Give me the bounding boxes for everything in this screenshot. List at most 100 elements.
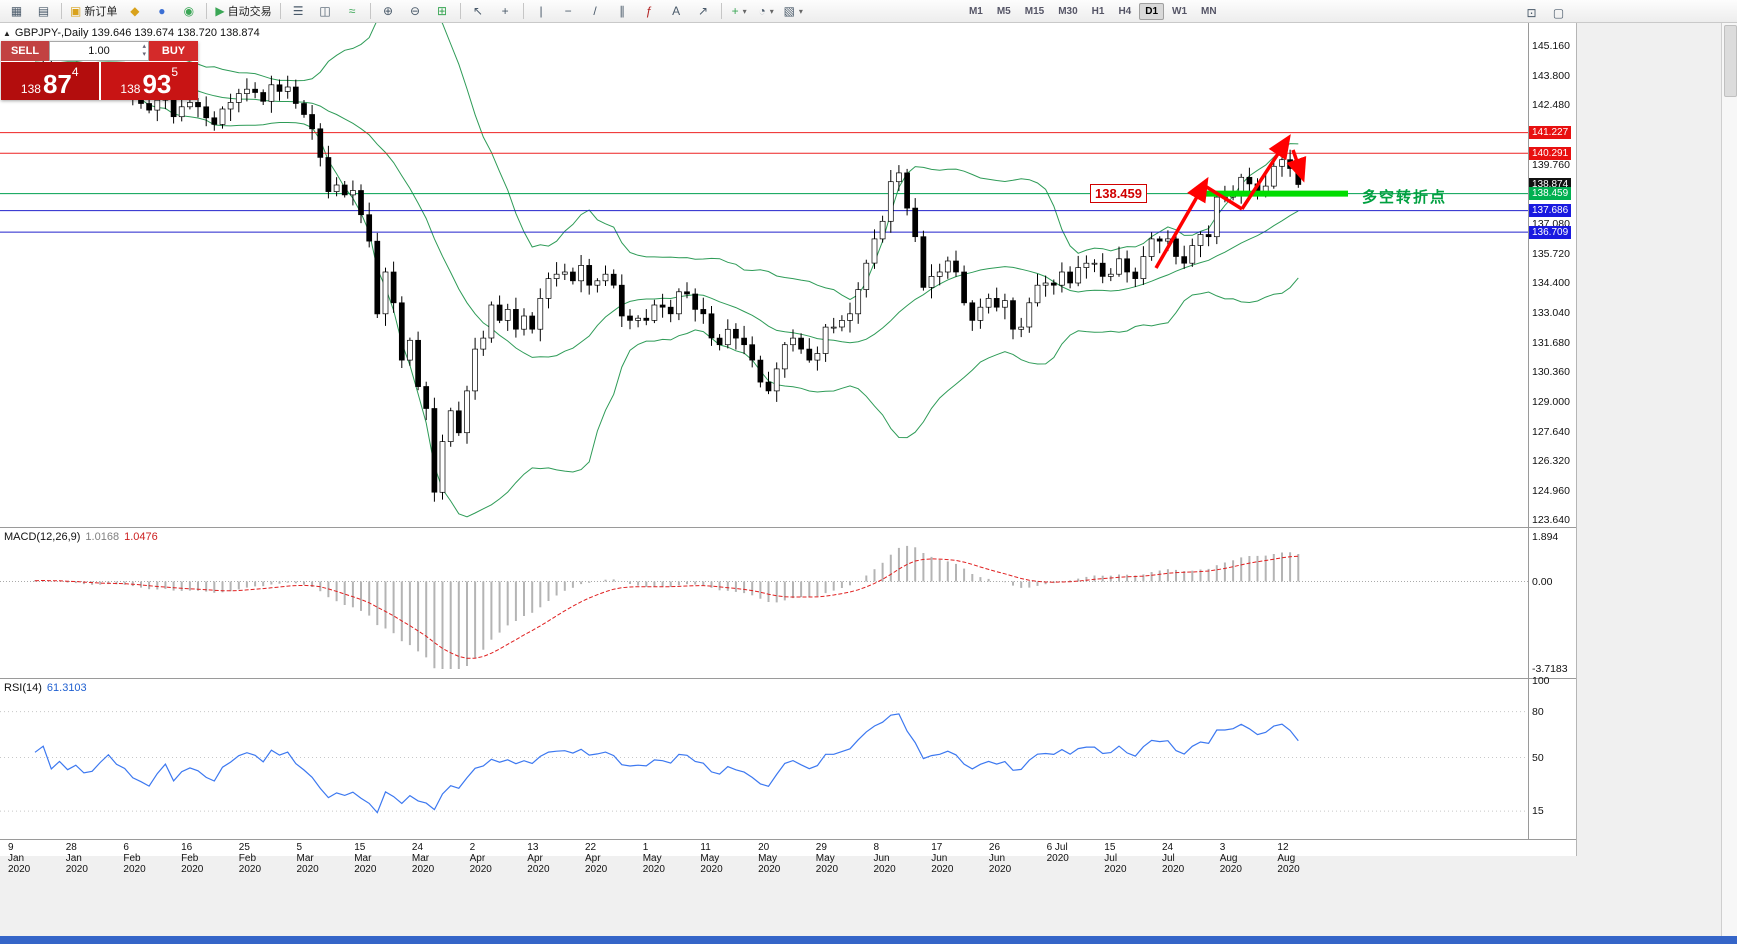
rsi-panel[interactable]: [0, 679, 1528, 838]
timeframe-group: M1 M5 M15 M30 H1 H4 D1 W1 MN: [962, 2, 1224, 20]
rsi-value: 61.3103: [46, 682, 87, 694]
scrollbar-thumb[interactable]: [1724, 25, 1737, 97]
turning-point-annotation[interactable]: 多空转折点: [1362, 189, 1448, 206]
zoom-out-button[interactable]: ⊖: [403, 1, 428, 22]
crosshair-icon: +: [501, 4, 509, 18]
trendline-button[interactable]: /: [583, 1, 608, 22]
bar-chart-icon: ☰: [292, 4, 304, 18]
data-window-button[interactable]: ⊡: [1519, 2, 1544, 23]
indicators-icon: +: [731, 4, 739, 18]
periods-icon: ◔: [758, 4, 766, 18]
profiles-button[interactable]: ▤: [31, 1, 56, 22]
new-order-icon: ▣: [70, 4, 82, 18]
price-axis[interactable]: [1528, 23, 1576, 839]
horizontal-line-button[interactable]: −: [556, 1, 581, 22]
bar-chart-button[interactable]: ☰: [286, 1, 311, 22]
vertical-scrollbar[interactable]: [1721, 23, 1737, 936]
templates-caret-icon: ▾: [798, 6, 803, 16]
new-order-button[interactable]: ▣ 新订单: [67, 1, 120, 22]
data-window-icon: ⊡: [1526, 5, 1537, 20]
line-chart-button[interactable]: ≈: [340, 1, 365, 22]
autotrading-icon: ▶: [215, 4, 225, 18]
volume-value: 1.00: [88, 45, 110, 57]
toolbar-separator: [61, 3, 62, 19]
price-panel[interactable]: [0, 23, 1528, 527]
arrows-tool-button[interactable]: ↗: [691, 1, 716, 22]
zoom-out-icon: ⊖: [410, 4, 421, 18]
chart-ohlc-header: ▲ GBPJPY-,Daily 139.646 139.674 138.720 1…: [3, 27, 260, 39]
spinner-down-icon[interactable]: ▾: [142, 51, 146, 58]
timeframe-m15[interactable]: M15: [1024, 5, 1045, 17]
buy-price-prefix: 138: [120, 82, 141, 96]
macd-panel[interactable]: [0, 529, 1528, 677]
panel-splitter-rsi[interactable]: [0, 678, 1576, 679]
sell-price[interactable]: 138 87 4: [1, 62, 99, 100]
tile-windows-button[interactable]: ⊞: [430, 1, 455, 22]
profiles-icon: ▤: [37, 4, 50, 18]
timeframe-h4[interactable]: H4: [1118, 5, 1132, 17]
equidistant-channel-button[interactable]: ∥: [610, 1, 635, 22]
new-chart-button[interactable]: ▦: [4, 1, 29, 22]
fibonacci-button[interactable]: ƒ: [637, 1, 662, 22]
timeframe-d1[interactable]: D1: [1139, 2, 1165, 20]
timeframe-m30[interactable]: M30: [1058, 5, 1078, 17]
cursor-icon: ↖: [473, 4, 484, 18]
timeframe-h1[interactable]: H1: [1091, 5, 1105, 17]
autotrading-label: 自动交易: [227, 6, 272, 18]
periods-button[interactable]: ◔ ▾: [754, 1, 779, 22]
zoom-in-icon: ⊕: [383, 4, 394, 18]
crosshair-button[interactable]: +: [493, 1, 518, 22]
objects-expander-icon[interactable]: ▲: [3, 29, 11, 38]
candlestick-chart-button[interactable]: ◫: [313, 1, 338, 22]
toolbar-separator: [459, 3, 461, 19]
arrows-tool-icon: ↗: [698, 4, 709, 18]
indicators-button[interactable]: + ▾: [727, 1, 752, 22]
macd-label: MACD(12,26,9): [4, 531, 81, 543]
zoom-in-button[interactable]: ⊕: [376, 1, 401, 22]
sell-price-sup: 4: [71, 65, 79, 79]
indicators-caret-icon: ▾: [742, 6, 747, 16]
macd-main-value: 1.0168: [85, 531, 120, 543]
volume-input[interactable]: 1.00 ▴ ▾: [49, 41, 149, 61]
timeframe-m1[interactable]: M1: [968, 5, 983, 17]
timeframe-mn[interactable]: MN: [1201, 5, 1217, 17]
macd-header: MACD(12,26,9) 1.0168 1.0476: [4, 531, 158, 543]
vertical-line-button[interactable]: |: [529, 1, 554, 22]
buy-price-sup: 5: [171, 65, 179, 79]
panel-splitter-macd[interactable]: [0, 527, 1576, 528]
buy-price[interactable]: 138 93 5: [100, 62, 198, 100]
spinner-up-icon[interactable]: ▴: [142, 43, 146, 50]
sell-price-big: 87: [42, 69, 72, 99]
equidistant-channel-icon: ∥: [619, 4, 626, 18]
strategy-tester-icon: ▢: [1552, 5, 1565, 20]
time-axis[interactable]: [0, 840, 1528, 856]
periods-caret-icon: ▾: [769, 6, 774, 16]
candlestick-chart-icon: ◫: [319, 4, 331, 18]
help-button[interactable]: ◉: [176, 1, 201, 22]
templates-icon: ▧: [783, 4, 795, 18]
toolbar-separator: [369, 3, 371, 19]
new-order-label: 新订单: [84, 6, 118, 18]
rsi-label: RSI(14): [4, 682, 42, 694]
volume-spinner[interactable]: ▴ ▾: [142, 43, 146, 59]
metaeditor-button[interactable]: ◆: [122, 1, 147, 22]
toolbar-separator: [206, 3, 208, 19]
buy-button[interactable]: BUY: [149, 41, 198, 61]
line-chart-icon: ≈: [348, 4, 356, 18]
sell-button[interactable]: SELL: [1, 41, 49, 61]
fibonacci-icon: ƒ: [645, 4, 653, 18]
market-watch-button[interactable]: ●: [149, 1, 174, 22]
timeframe-w1[interactable]: W1: [1172, 5, 1188, 17]
strategy-tester-button[interactable]: ▢: [1546, 2, 1571, 23]
autotrading-button[interactable]: ▶ 自动交易: [212, 1, 274, 22]
timeframe-m5[interactable]: M5: [996, 5, 1011, 17]
sell-price-prefix: 138: [20, 82, 41, 96]
templates-button[interactable]: ▧ ▾: [781, 1, 806, 22]
cursor-button[interactable]: ↖: [466, 1, 491, 22]
text-label-button[interactable]: A: [664, 1, 689, 22]
symbol-title: GBPJPY-,Daily: [14, 27, 89, 39]
price-level-callout[interactable]: 138.459: [1090, 184, 1147, 203]
trendline-icon: /: [593, 4, 597, 18]
help-icon: ◉: [183, 4, 195, 18]
taskbar: [0, 936, 1737, 944]
